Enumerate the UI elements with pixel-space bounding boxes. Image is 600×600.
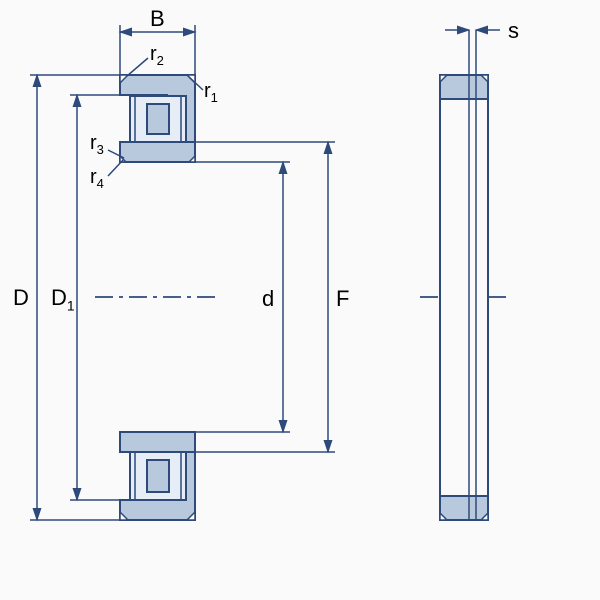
label-D1: D1 xyxy=(51,285,75,313)
label-r2: r2 xyxy=(150,43,164,68)
label-D: D xyxy=(13,285,29,311)
label-r3: r3 xyxy=(90,132,104,157)
label-F: F xyxy=(336,286,349,312)
bearing-diagram xyxy=(0,0,600,600)
label-d: d xyxy=(262,286,274,312)
label-B: B xyxy=(150,6,165,32)
label-r1: r1 xyxy=(204,80,218,105)
label-s: s xyxy=(508,18,519,44)
label-r4: r4 xyxy=(90,166,104,191)
